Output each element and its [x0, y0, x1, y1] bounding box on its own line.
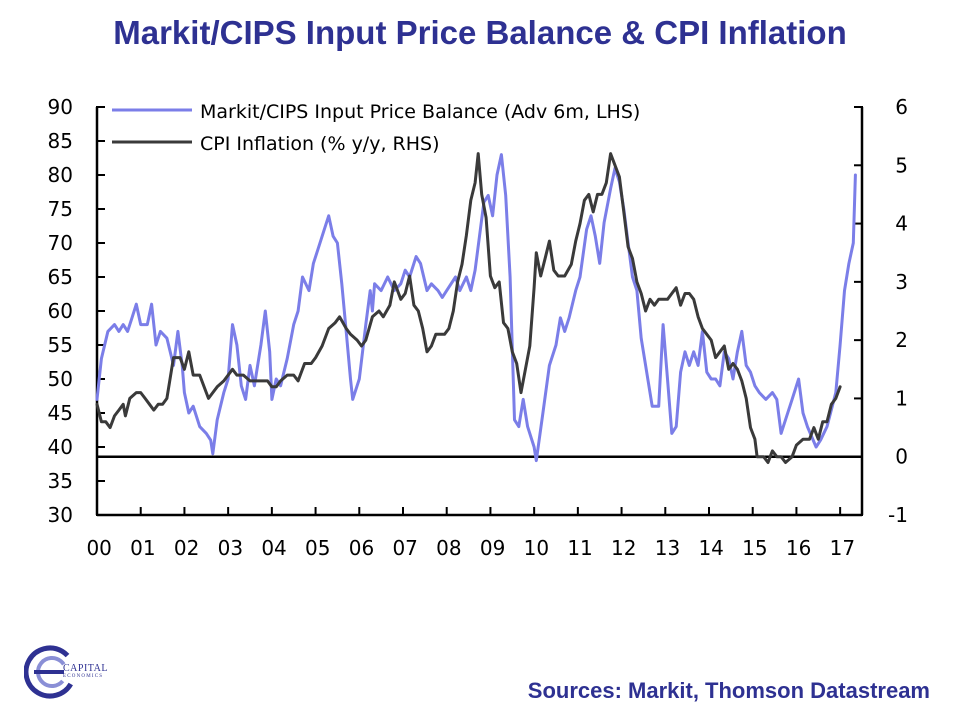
capital-economics-logo [23, 640, 116, 704]
left-tick-label: 45 [48, 401, 73, 425]
x-tick-label: 01 [130, 536, 155, 560]
legend-label-markit: Markit/CIPS Input Price Balance (Adv 6m,… [200, 101, 640, 123]
left-tick-label: 65 [48, 265, 73, 289]
left-tick-label: 75 [48, 197, 73, 221]
x-tick-label: 07 [392, 536, 417, 560]
right-tick-label: 0 [895, 445, 908, 469]
x-tick-label: 00 [86, 536, 111, 560]
series-layer [95, 152, 857, 464]
x-tick-label: 08 [436, 536, 461, 560]
legend-label-cpi: CPI Inflation (% y/y, RHS) [200, 133, 440, 155]
left-tick-label: 60 [48, 299, 73, 323]
right-tick-label: -1 [888, 503, 908, 527]
x-tick-label: 10 [524, 536, 549, 560]
x-tick-label: 12 [611, 536, 636, 560]
left-tick-label: 40 [48, 435, 73, 459]
series-line-markit [95, 153, 857, 463]
x-tick-label: 03 [218, 536, 243, 560]
right-tick-label: 3 [895, 270, 908, 294]
left-tick-label: 30 [48, 503, 73, 527]
page-title: Markit/CIPS Input Price Balance & CPI In… [113, 14, 847, 51]
x-tick-label: 14 [698, 536, 723, 560]
x-tick-label: 13 [655, 536, 680, 560]
logo-text-capital: CAPITAL [63, 663, 108, 674]
legend: Markit/CIPS Input Price Balance (Adv 6m,… [112, 101, 640, 155]
logo-mark-icon [23, 645, 77, 699]
right-tick-label: 4 [895, 212, 908, 236]
x-tick-label: 15 [742, 536, 767, 560]
left-tick-label: 70 [48, 231, 73, 255]
right-tick-label: 1 [895, 386, 908, 410]
left-tick-label: 50 [48, 367, 73, 391]
right-tick-label: 5 [895, 153, 908, 177]
sources-note: Sources: Markit, Thomson Datastream [527, 678, 930, 703]
right-tick-label: 2 [895, 328, 908, 352]
x-tick-label: 06 [349, 536, 374, 560]
left-tick-label: 90 [48, 95, 73, 119]
left-tick-label: 55 [48, 333, 73, 357]
x-tick-label: 09 [480, 536, 505, 560]
left-tick-label: 35 [48, 469, 73, 493]
x-tick-label: 17 [830, 536, 855, 560]
x-tick-label: 04 [261, 536, 286, 560]
x-tick-label: 11 [567, 536, 592, 560]
x-tick-label: 05 [305, 536, 330, 560]
right-tick-label: 6 [895, 95, 908, 119]
series-line-cpi [95, 152, 842, 464]
left-tick-label: 85 [48, 129, 73, 153]
left-tick-label: 80 [48, 163, 73, 187]
x-tick-label: 02 [174, 536, 199, 560]
logo-text-economics: ECONOMICS [63, 674, 104, 679]
x-tick-label: 16 [786, 536, 811, 560]
